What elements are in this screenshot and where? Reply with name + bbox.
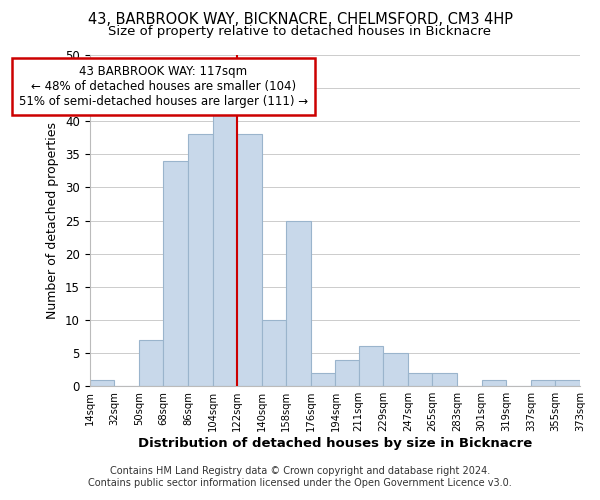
Bar: [408, 373, 433, 386]
Bar: [237, 134, 262, 386]
Bar: [335, 360, 359, 386]
Text: Size of property relative to detached houses in Bicknacre: Size of property relative to detached ho…: [109, 25, 491, 38]
Text: 43 BARBROOK WAY: 117sqm
← 48% of detached houses are smaller (104)
51% of semi-d: 43 BARBROOK WAY: 117sqm ← 48% of detache…: [19, 65, 308, 108]
Bar: [556, 380, 580, 386]
Bar: [163, 161, 188, 386]
Bar: [531, 380, 556, 386]
Bar: [311, 373, 335, 386]
Y-axis label: Number of detached properties: Number of detached properties: [46, 122, 59, 319]
Bar: [139, 340, 163, 386]
Bar: [89, 380, 114, 386]
Text: 43, BARBROOK WAY, BICKNACRE, CHELMSFORD, CM3 4HP: 43, BARBROOK WAY, BICKNACRE, CHELMSFORD,…: [88, 12, 512, 28]
Bar: [433, 373, 457, 386]
X-axis label: Distribution of detached houses by size in Bicknacre: Distribution of detached houses by size …: [137, 437, 532, 450]
Bar: [188, 134, 212, 386]
Bar: [262, 320, 286, 386]
Bar: [383, 353, 408, 386]
Bar: [286, 220, 311, 386]
Bar: [359, 346, 383, 386]
Bar: [482, 380, 506, 386]
Bar: [212, 114, 237, 386]
Text: Contains HM Land Registry data © Crown copyright and database right 2024.
Contai: Contains HM Land Registry data © Crown c…: [88, 466, 512, 487]
